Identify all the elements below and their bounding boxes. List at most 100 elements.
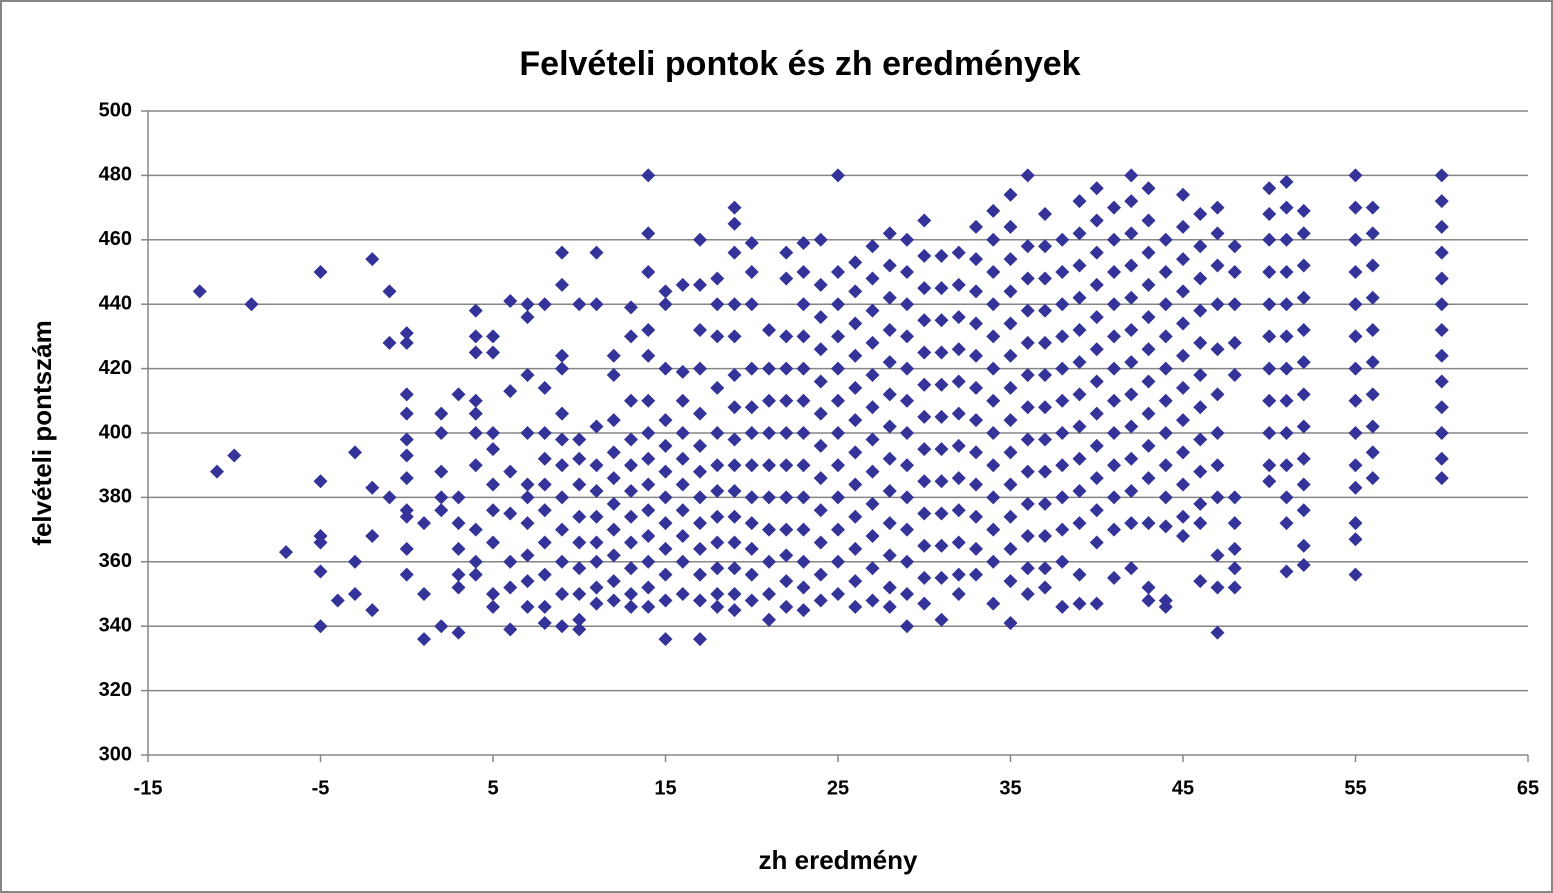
scatter-point	[624, 599, 638, 614]
scatter-point	[900, 554, 914, 569]
scatter-point	[1055, 599, 1070, 614]
scatter-point	[1055, 232, 1070, 247]
scatter-point	[1003, 219, 1018, 234]
scatter-point	[468, 458, 483, 473]
scatter-point	[1124, 419, 1139, 434]
scatter-point	[520, 477, 535, 492]
scatter-point	[969, 348, 983, 363]
scatter-point	[1055, 297, 1070, 312]
scatter-point	[589, 580, 604, 595]
scatter-point	[572, 561, 587, 576]
scatter-point	[865, 496, 880, 511]
scatter-point	[675, 426, 690, 440]
scatter-point	[589, 458, 604, 473]
scatter-point	[1193, 239, 1208, 254]
scatter-point	[675, 364, 690, 379]
scatter-point	[934, 409, 949, 424]
scatter-point	[762, 393, 776, 408]
scatter-point	[589, 535, 604, 550]
scatter-point	[917, 248, 932, 263]
scatter-point	[1262, 393, 1277, 408]
scatter-point	[796, 554, 811, 569]
scatter-point	[1055, 265, 1070, 279]
scatter-point	[1176, 380, 1190, 395]
scatter-point	[831, 329, 845, 344]
scatter-point	[813, 593, 828, 608]
scatter-point	[1176, 445, 1190, 460]
scatter-point	[1434, 219, 1449, 234]
scatter-point	[1089, 310, 1104, 325]
scatter-point	[1003, 574, 1018, 589]
scatter-point	[1348, 532, 1363, 547]
scatter-point	[727, 535, 742, 550]
scatter-point	[572, 622, 587, 637]
scatter-point	[503, 622, 518, 637]
scatter-point	[555, 490, 569, 505]
scatter-point	[555, 432, 569, 447]
scatter-point	[744, 516, 759, 531]
scatter-point	[365, 603, 380, 618]
scatter-point	[641, 265, 656, 279]
scatter-point	[917, 474, 932, 489]
scatter-point	[1020, 271, 1035, 286]
scatter-point	[520, 490, 535, 505]
scatter-point	[1279, 174, 1294, 189]
scatter-point	[537, 426, 552, 440]
scatter-point	[796, 490, 811, 505]
scatter-point	[900, 361, 914, 376]
scatter-point	[468, 303, 483, 318]
scatter-point	[831, 297, 845, 312]
scatter-point	[693, 593, 707, 608]
scatter-point	[1141, 245, 1156, 260]
scatter-point	[710, 426, 725, 440]
scatter-point	[555, 361, 569, 376]
scatter-point	[1348, 426, 1363, 440]
scatter-point	[1348, 480, 1363, 495]
scatter-point	[468, 329, 483, 344]
scatter-point	[486, 442, 500, 457]
scatter-point	[710, 561, 725, 576]
scatter-point	[658, 361, 673, 376]
scatter-point	[1279, 564, 1294, 579]
scatter-point	[537, 599, 552, 614]
scatter-point	[1107, 426, 1121, 440]
scatter-point	[520, 516, 535, 531]
scatter-point	[537, 615, 552, 630]
scatter-point	[486, 535, 500, 550]
scatter-point	[624, 535, 638, 550]
scatter-point	[589, 483, 604, 498]
scatter-point	[710, 380, 725, 395]
scatter-point	[468, 393, 483, 408]
scatter-point	[1141, 310, 1156, 325]
scatter-point	[900, 232, 914, 247]
scatter-point	[313, 564, 328, 579]
scatter-point	[1003, 380, 1018, 395]
scatter-point	[365, 252, 380, 267]
scatter-point	[796, 236, 811, 251]
scatter-point	[434, 464, 449, 479]
scatter-point	[934, 506, 949, 521]
scatter-point	[1434, 426, 1449, 440]
scatter-point	[727, 432, 742, 447]
scatter-point	[1020, 561, 1035, 576]
scatter-point	[1158, 361, 1173, 376]
scatter-point	[693, 541, 707, 556]
scatter-point	[555, 554, 569, 569]
scatter-point	[831, 168, 845, 183]
scatter-point	[1176, 529, 1190, 544]
scatter-point	[1348, 232, 1363, 247]
scatter-point	[951, 277, 966, 292]
x-tick-label: 45	[1172, 777, 1194, 799]
scatter-point	[1262, 361, 1277, 376]
scatter-point	[606, 574, 621, 589]
scatter-point	[831, 522, 845, 537]
scatter-point	[1279, 232, 1294, 247]
scatter-point	[192, 284, 207, 299]
scatter-point	[986, 361, 1001, 376]
scatter-point	[399, 326, 414, 341]
scatter-point	[882, 419, 897, 434]
scatter-point	[779, 548, 794, 563]
scatter-point	[848, 509, 863, 524]
scatter-point	[572, 297, 587, 312]
scatter-point	[641, 503, 656, 518]
